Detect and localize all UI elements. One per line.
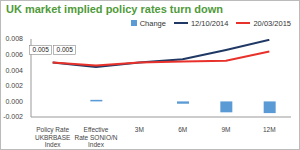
svg-text:0.006: 0.006 <box>8 51 23 58</box>
svg-text:Policy RateUKBRBASEIndex: Policy RateUKBRBASEIndex <box>35 126 71 148</box>
html-text:Change: Change <box>139 18 166 28</box>
svg-text:3M: 3M <box>135 126 144 133</box>
svg-text:-0.002: -0.002 <box>8 113 23 120</box>
svg-text:12M: 12M <box>263 126 276 133</box>
svg-text:EffectiveRate SONIO/NIndex: EffectiveRate SONIO/NIndex <box>75 126 118 148</box>
svg-text:9M: 9M <box>221 126 230 133</box>
svg-text:6M: 6M <box>178 126 187 133</box>
svg-text:0.002: 0.002 <box>8 82 23 89</box>
html-text:UK market implied policy rates: UK market implied policy rates turn down <box>6 3 223 15</box>
svg-text:0.004: 0.004 <box>8 67 23 74</box>
svg-text:0.000: 0.000 <box>8 98 23 105</box>
html-text:12/10/2014: 12/10/2014 <box>190 18 229 28</box>
svg-text:0.005: 0.005 <box>57 46 74 53</box>
svg-text:0.005: 0.005 <box>33 46 50 53</box>
html-text:20/03/2015: 20/03/2015 <box>253 18 291 28</box>
svg-text:0.008: 0.008 <box>8 35 23 42</box>
